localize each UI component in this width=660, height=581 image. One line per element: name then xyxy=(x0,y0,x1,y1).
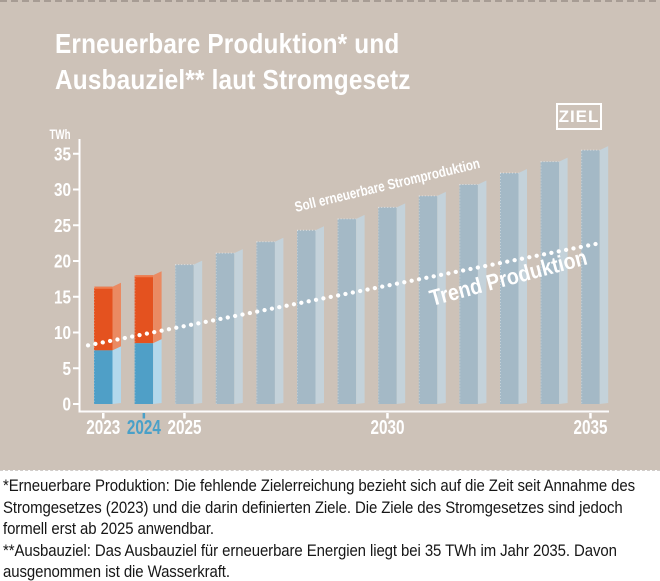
x-tick-label-2023: 2023 xyxy=(86,416,120,439)
bar-2023 xyxy=(94,282,121,404)
bar-side-target xyxy=(599,146,609,405)
x-tick-label-2025: 2025 xyxy=(167,416,201,439)
y-tick-label-15: 15 xyxy=(54,287,71,307)
bar-side-target xyxy=(356,214,365,404)
bar-2028 xyxy=(297,226,324,404)
y-tick-label-10: 10 xyxy=(54,323,71,343)
bar-2032 xyxy=(459,180,487,404)
bar-side-gap xyxy=(112,282,121,351)
bar-face-target xyxy=(175,264,194,404)
y-axis-unit-label: TWh xyxy=(50,127,71,142)
bar-2035 xyxy=(581,146,609,405)
bar-side-target xyxy=(518,169,527,404)
footnote-line: **Ausbauziel: Das Ausbauziel für erneuer… xyxy=(3,540,617,560)
footnote-line: *Erneuerbare Produktion: Die fehlende Zi… xyxy=(3,476,635,495)
bar-face-gap xyxy=(134,275,154,344)
x-tick-label-2030: 2030 xyxy=(370,416,404,439)
bar-2030 xyxy=(378,203,406,404)
bar-2034 xyxy=(540,157,568,404)
y-tick-label-30: 30 xyxy=(54,180,71,200)
footnote-line: Stromgesetzes (2023) und die darin defin… xyxy=(3,497,623,517)
title-line-2: Ausbauziel** laut Stromgesetz xyxy=(55,64,411,95)
bar-2025 xyxy=(175,260,203,404)
bar-2033 xyxy=(500,169,527,404)
title-line-1: Erneuerbare Produktion* und xyxy=(55,28,400,59)
bar-side-target xyxy=(559,157,568,404)
bar-side-target xyxy=(477,180,487,404)
bar-face-target xyxy=(418,195,438,404)
y-tick-label-0: 0 xyxy=(63,395,72,415)
x-tick-label-2024: 2024 xyxy=(127,416,161,439)
bar-face-target xyxy=(540,161,560,404)
bar-side-actual xyxy=(112,346,121,404)
page-title: Erneuerbare Produktion* und Ausbauziel**… xyxy=(55,26,411,98)
bar-2029 xyxy=(337,214,365,404)
bar-face-target xyxy=(459,184,478,404)
trend-production-line xyxy=(85,241,603,348)
bar-face-target xyxy=(256,241,275,404)
bar-face-target xyxy=(337,218,357,404)
top-border-decoration xyxy=(0,0,660,2)
bar-face-actual xyxy=(134,343,154,404)
bar-side-target xyxy=(234,249,243,404)
x-tick-label-2035: 2035 xyxy=(573,416,607,439)
bar-face-target xyxy=(215,253,235,404)
bar-side-target xyxy=(315,226,324,404)
footnote-line: formell erst ab 2025 anwendbar. xyxy=(3,519,215,538)
y-tick-label-35: 35 xyxy=(54,144,71,164)
bar-side-target xyxy=(193,260,203,404)
y-tick-label-20: 20 xyxy=(54,252,71,272)
bar-2027 xyxy=(256,237,284,404)
bar-side-actual xyxy=(153,339,162,404)
bar-face-target xyxy=(581,150,600,404)
footnotes-panel: *Erneuerbare Produktion: Die fehlende Zi… xyxy=(0,470,660,581)
bar-face-target xyxy=(378,207,397,404)
bar-side-target xyxy=(396,203,406,404)
bar-face-gap xyxy=(94,286,113,351)
y-tick-label-25: 25 xyxy=(54,216,71,236)
bar-side-target xyxy=(274,237,284,404)
footnote-line: ausgenommen ist die Wasserkraft. xyxy=(3,562,230,581)
bar-2024 xyxy=(134,271,162,404)
ziel-badge: ZIEL xyxy=(556,103,602,130)
bar-side-gap xyxy=(153,271,162,344)
y-tick-label-5: 5 xyxy=(63,359,72,379)
bar-face-target xyxy=(500,173,519,404)
bar-face-actual xyxy=(94,350,113,404)
bar-2031 xyxy=(418,191,446,404)
bar-side-target xyxy=(437,191,446,404)
bar-2026 xyxy=(215,249,243,404)
bar-face-target xyxy=(297,230,316,404)
